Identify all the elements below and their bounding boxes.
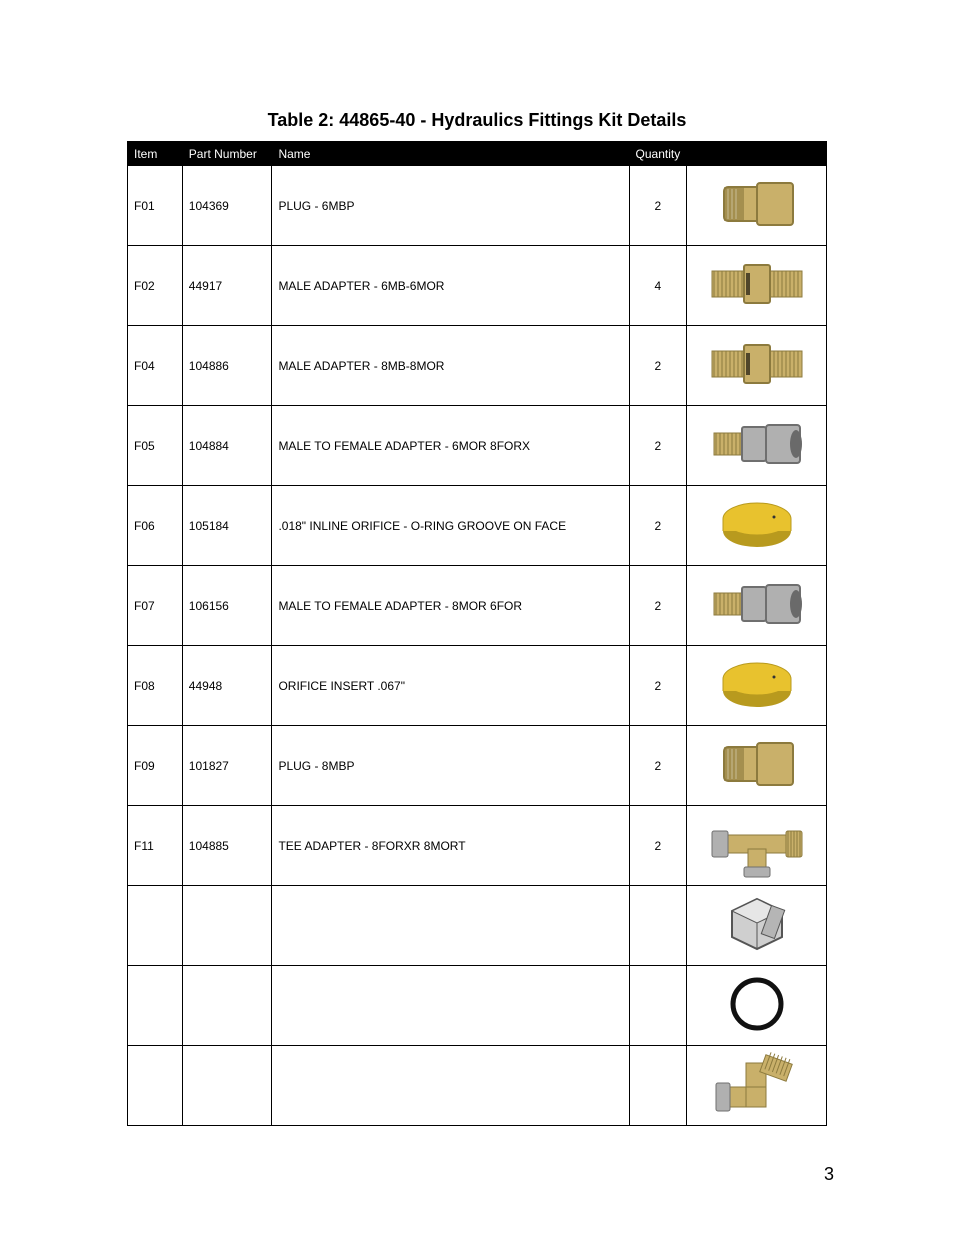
cell-part: 104884 (182, 406, 272, 486)
cell-name: PLUG - 8MBP (272, 726, 629, 806)
table-row: F04 104886 MALE ADAPTER - 8MB-8MOR 2 (128, 326, 827, 406)
cell-image (687, 486, 827, 566)
cell-item (128, 966, 183, 1046)
table-row: F05 104884 MALE TO FEMALE ADAPTER - 6MOR… (128, 406, 827, 486)
cell-item (128, 886, 183, 966)
cell-name: ORIFICE INSERT .067" (272, 646, 629, 726)
cell-image (687, 166, 827, 246)
cell-name (272, 886, 629, 966)
cell-qty: 2 (629, 806, 687, 886)
cell-part: 101827 (182, 726, 272, 806)
cell-image (687, 646, 827, 726)
table-body: F01 104369 PLUG - 6MBP 2 F02 44917 MALE … (128, 166, 827, 1126)
col-header-img (687, 142, 827, 166)
cell-item (128, 1046, 183, 1126)
table-header-row: Item Part Number Name Quantity (128, 142, 827, 166)
cell-name (272, 966, 629, 1046)
fittings-table: Item Part Number Name Quantity F01 10436… (127, 141, 827, 1126)
cell-part: 104886 (182, 326, 272, 406)
cell-part: 106156 (182, 566, 272, 646)
cell-name: .018" INLINE ORIFICE - O-RING GROOVE ON … (272, 486, 629, 566)
page-number: 3 (824, 1164, 834, 1185)
cell-qty: 4 (629, 246, 687, 326)
cell-item: F08 (128, 646, 183, 726)
cell-image (687, 966, 827, 1046)
table-row: F01 104369 PLUG - 6MBP 2 (128, 166, 827, 246)
cell-part (182, 886, 272, 966)
cell-item: F05 (128, 406, 183, 486)
cell-qty: 2 (629, 406, 687, 486)
cell-item: F11 (128, 806, 183, 886)
col-header-part: Part Number (182, 142, 272, 166)
cell-name: MALE ADAPTER - 6MB-6MOR (272, 246, 629, 326)
cell-item: F09 (128, 726, 183, 806)
col-header-item: Item (128, 142, 183, 166)
cell-part (182, 1046, 272, 1126)
cell-name: MALE TO FEMALE ADAPTER - 8MOR 6FOR (272, 566, 629, 646)
cell-item: F07 (128, 566, 183, 646)
col-header-qty: Quantity (629, 142, 687, 166)
cell-item: F02 (128, 246, 183, 326)
table-title: Table 2: 44865-40 - Hydraulics Fittings … (120, 110, 834, 131)
cell-image (687, 726, 827, 806)
table-row: F08 44948 ORIFICE INSERT .067" 2 (128, 646, 827, 726)
cell-qty (629, 886, 687, 966)
table-row: F09 101827 PLUG - 8MBP 2 (128, 726, 827, 806)
cell-qty: 2 (629, 486, 687, 566)
cell-item: F06 (128, 486, 183, 566)
cell-item: F04 (128, 326, 183, 406)
cell-qty (629, 1046, 687, 1126)
cell-image (687, 1046, 827, 1126)
cell-qty: 2 (629, 166, 687, 246)
cell-name: MALE ADAPTER - 8MB-8MOR (272, 326, 629, 406)
page: Table 2: 44865-40 - Hydraulics Fittings … (0, 0, 954, 1235)
table-row (128, 886, 827, 966)
cell-image (687, 806, 827, 886)
cell-qty: 2 (629, 566, 687, 646)
cell-image (687, 246, 827, 326)
cell-qty: 2 (629, 726, 687, 806)
col-header-name: Name (272, 142, 629, 166)
cell-item: F01 (128, 166, 183, 246)
table-row: F11 104885 TEE ADAPTER - 8FORXR 8MORT 2 (128, 806, 827, 886)
cell-part (182, 966, 272, 1046)
cell-qty: 2 (629, 646, 687, 726)
cell-part: 104885 (182, 806, 272, 886)
cell-part: 105184 (182, 486, 272, 566)
cell-name: TEE ADAPTER - 8FORXR 8MORT (272, 806, 629, 886)
table-row: F06 105184 .018" INLINE ORIFICE - O-RING… (128, 486, 827, 566)
table-row (128, 966, 827, 1046)
cell-name: MALE TO FEMALE ADAPTER - 6MOR 8FORX (272, 406, 629, 486)
cell-qty: 2 (629, 326, 687, 406)
cell-image (687, 326, 827, 406)
table-row (128, 1046, 827, 1126)
cell-image (687, 566, 827, 646)
cell-image (687, 406, 827, 486)
cell-part: 104369 (182, 166, 272, 246)
cell-name: PLUG - 6MBP (272, 166, 629, 246)
table-row: F07 106156 MALE TO FEMALE ADAPTER - 8MOR… (128, 566, 827, 646)
cell-qty (629, 966, 687, 1046)
cell-image (687, 886, 827, 966)
cell-name (272, 1046, 629, 1126)
cell-part: 44948 (182, 646, 272, 726)
table-row: F02 44917 MALE ADAPTER - 6MB-6MOR 4 (128, 246, 827, 326)
cell-part: 44917 (182, 246, 272, 326)
